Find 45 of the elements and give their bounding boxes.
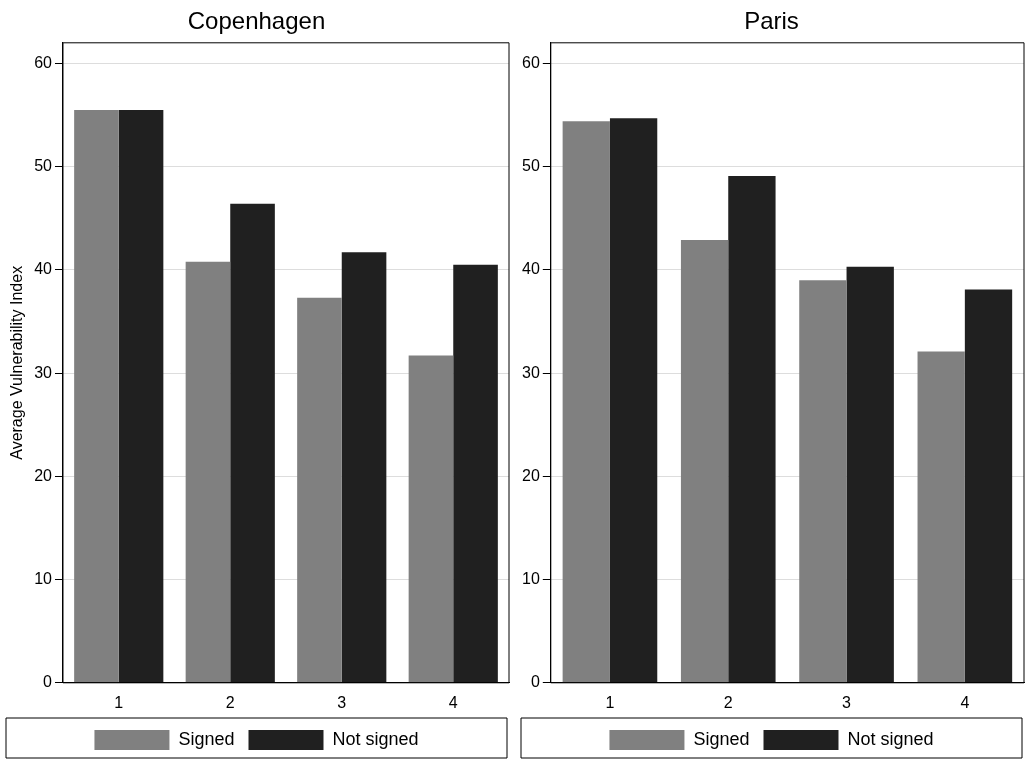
y-tick-label: 0: [43, 673, 53, 691]
legend-label: Not signed: [847, 728, 934, 749]
bar: [917, 351, 965, 683]
chart-title: Paris: [744, 7, 799, 35]
bar: [74, 109, 119, 683]
y-tick-label: 20: [522, 466, 540, 484]
y-tick-label: 40: [522, 260, 540, 278]
y-tick-label: 0: [530, 673, 540, 691]
bar: [230, 203, 275, 683]
bar: [185, 261, 231, 683]
x-tick-label: 1: [114, 693, 124, 711]
y-tick-label: 20: [34, 466, 53, 484]
legend-label: Not signed: [332, 728, 419, 749]
y-tick-label: 30: [522, 363, 540, 381]
chart-title: Copenhagen: [187, 7, 326, 35]
y-tick-label: 30: [34, 363, 53, 381]
x-tick-label: 2: [723, 693, 733, 711]
x-tick-label: 1: [605, 693, 615, 711]
legend-label: Signed: [178, 728, 235, 749]
legend-label: Signed: [693, 728, 750, 749]
bar: [562, 121, 610, 683]
y-tick-label: 50: [522, 157, 540, 175]
y-tick-label: 40: [34, 260, 53, 278]
y-tick-label: 10: [522, 569, 540, 587]
bar: [680, 239, 729, 683]
x-tick-label: 4: [448, 693, 458, 711]
bar: [799, 280, 847, 683]
bar: [609, 118, 658, 683]
y-tick-label: 10: [34, 569, 53, 587]
bar: [453, 264, 498, 683]
bar: [118, 109, 164, 683]
y-tick-label: 50: [34, 157, 53, 175]
y-tick-label: 60: [34, 53, 53, 71]
bar: [964, 289, 1013, 683]
bar: [846, 266, 894, 683]
bar: [728, 175, 776, 683]
x-tick-label: 3: [842, 693, 852, 711]
y-axis-title: Average Vulnerability Index: [8, 265, 26, 460]
x-tick-label: 3: [337, 693, 347, 711]
bar: [408, 355, 454, 683]
bar: [297, 297, 342, 683]
y-tick-label: 60: [522, 53, 540, 71]
bar: [341, 252, 387, 683]
x-tick-label: 2: [225, 693, 235, 711]
x-tick-label: 4: [960, 693, 970, 711]
